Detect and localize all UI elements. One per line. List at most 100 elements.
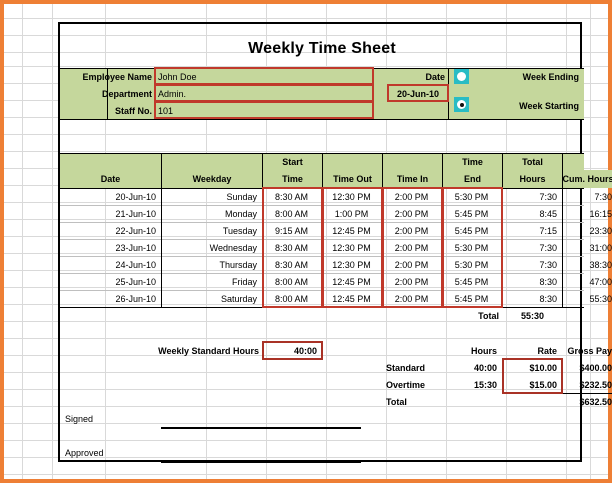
department-value[interactable]: Admin.	[155, 85, 373, 102]
pay-row-standard-hours: 40:00	[473, 362, 497, 373]
cell-time-in[interactable]: 2:00 PM	[394, 276, 429, 287]
cell-total-hours: 7:30	[539, 259, 557, 270]
cell-weekday: Saturday	[220, 293, 257, 304]
grand-total-value: 55:30	[520, 311, 545, 321]
cell-date: 25-Jun-10	[115, 276, 156, 287]
page-title: Weekly Time Sheet	[248, 40, 396, 57]
cell-time-in[interactable]: 2:00 PM	[394, 208, 429, 219]
pay-row-overtime-gross: $232.50	[579, 379, 612, 390]
signed-label: Signed	[65, 413, 94, 424]
pay-header-hours: Hours	[470, 345, 497, 356]
cell-cum-hours: 16:15	[589, 208, 612, 219]
cell-start-time[interactable]: 8:00 AM	[274, 276, 309, 287]
cell-time-end[interactable]: 5:45 PM	[454, 208, 489, 219]
cell-date: 26-Jun-10	[115, 293, 156, 304]
grand-total-label: Total	[478, 311, 499, 321]
cell-date: 20-Jun-10	[115, 191, 156, 202]
cell-time-end[interactable]: 5:45 PM	[454, 293, 489, 304]
cell-time-out[interactable]: 12:45 PM	[332, 293, 371, 304]
cell-time-out[interactable]: 12:30 PM	[332, 242, 371, 253]
cell-cum-hours: 31:00	[589, 242, 612, 253]
cell-weekday: Monday	[224, 208, 257, 219]
cell-start-time[interactable]: 9:15 AM	[274, 225, 309, 236]
radio-unselected-icon[interactable]	[454, 69, 469, 84]
col-header-total-hours-line2: Hours	[503, 170, 562, 188]
pay-total-label: Total	[386, 396, 407, 407]
cell-time-in[interactable]: 2:00 PM	[394, 259, 429, 270]
cell-start-time[interactable]: 8:30 AM	[274, 259, 309, 270]
cell-total-hours: 7:30	[539, 191, 557, 202]
date-label: Date	[373, 68, 448, 85]
cell-time-in[interactable]: 2:00 PM	[394, 242, 429, 253]
cell-time-end[interactable]: 5:30 PM	[454, 259, 489, 270]
cell-cum-hours: 55:30	[589, 293, 612, 304]
pay-row-standard-label: Standard	[386, 362, 426, 373]
cell-start-time[interactable]: 8:30 AM	[274, 191, 309, 202]
employee-name-value[interactable]: John Doe	[155, 68, 373, 85]
cell-time-out[interactable]: 12:30 PM	[332, 191, 371, 202]
week-ending-label[interactable]: Week Ending	[472, 68, 582, 85]
cell-cum-hours: 47:00	[589, 276, 612, 287]
date-value[interactable]: 20-Jun-10	[388, 85, 448, 102]
cell-date: 21-Jun-10	[115, 208, 156, 219]
cell-time-in[interactable]: 2:00 PM	[394, 191, 429, 202]
cell-weekday: Friday	[231, 276, 257, 287]
weekly-standard-hours-value[interactable]: 40:00	[293, 345, 317, 356]
cell-total-hours: 8:45	[539, 208, 557, 219]
col-header-cum-hours: Cum. Hours	[563, 170, 612, 188]
approved-label: Approved	[65, 447, 104, 458]
cell-time-out[interactable]: 12:45 PM	[332, 225, 371, 236]
cell-date: 23-Jun-10	[115, 242, 156, 253]
cell-time-out[interactable]: 1:00 PM	[334, 208, 369, 219]
staff-no-value[interactable]: 101	[155, 102, 373, 119]
cell-weekday: Tuesday	[222, 225, 257, 236]
pay-row-standard-gross: $400.00	[579, 362, 612, 373]
cell-date: 24-Jun-10	[115, 259, 156, 270]
weekly-standard-hours-label: Weekly Standard Hours	[158, 345, 259, 356]
cell-time-in[interactable]: 2:00 PM	[394, 225, 429, 236]
cell-weekday: Sunday	[226, 191, 257, 202]
col-header-time-end-line2: End	[443, 170, 502, 188]
cell-time-end[interactable]: 5:45 PM	[454, 276, 489, 287]
col-header-time-in: Time In	[383, 170, 442, 188]
pay-row-overtime-rate[interactable]: $15.00	[529, 379, 557, 390]
radio-selected-icon[interactable]	[454, 97, 469, 112]
staff-no-label: Staff No.	[107, 102, 155, 119]
cell-cum-hours: 23:30	[589, 225, 612, 236]
cell-time-out[interactable]: 12:45 PM	[332, 276, 371, 287]
weekly-timesheet: Weekly Time Sheet Employee Name John Doe…	[58, 22, 612, 463]
pay-row-overtime-label: Overtime	[386, 379, 426, 390]
pay-header-gross: Gross Pay	[567, 345, 612, 356]
pay-header-rate: Rate	[537, 345, 557, 356]
col-header-total-hours-line1: Total	[503, 153, 562, 170]
cell-date: 22-Jun-10	[115, 225, 156, 236]
col-header-start-time-line2: Time	[263, 170, 322, 188]
week-starting-label[interactable]: Week Starting	[472, 97, 582, 114]
col-header-time-out: Time Out	[323, 170, 382, 188]
cell-start-time[interactable]: 8:00 AM	[274, 293, 309, 304]
cell-cum-hours: 7:30	[594, 191, 612, 202]
cell-weekday: Thursday	[219, 259, 257, 270]
pay-row-standard-rate[interactable]: $10.00	[529, 362, 557, 373]
signed-line	[161, 427, 361, 429]
cell-time-end[interactable]: 5:30 PM	[454, 242, 489, 253]
approved-line	[161, 461, 361, 463]
cell-total-hours: 7:15	[539, 225, 557, 236]
col-header-date: Date	[60, 170, 161, 188]
cell-time-out[interactable]: 12:30 PM	[332, 259, 371, 270]
cell-total-hours: 8:30	[539, 276, 557, 287]
col-header-weekday: Weekday	[162, 170, 262, 188]
cell-time-in[interactable]: 2:00 PM	[394, 293, 429, 304]
pay-row-overtime-hours: 15:30	[473, 379, 497, 390]
col-header-time-end-line1: Time	[443, 153, 502, 170]
cell-start-time[interactable]: 8:00 AM	[274, 208, 309, 219]
staff-no-spacer	[60, 102, 107, 119]
cell-start-time[interactable]: 8:30 AM	[274, 242, 309, 253]
pay-total-gross: $632.50	[579, 396, 612, 407]
cell-time-end[interactable]: 5:45 PM	[454, 225, 489, 236]
cell-cum-hours: 38:30	[589, 259, 612, 270]
cell-total-hours: 8:30	[539, 293, 557, 304]
cell-weekday: Wednesday	[209, 242, 257, 253]
cell-time-end[interactable]: 5:30 PM	[454, 191, 489, 202]
